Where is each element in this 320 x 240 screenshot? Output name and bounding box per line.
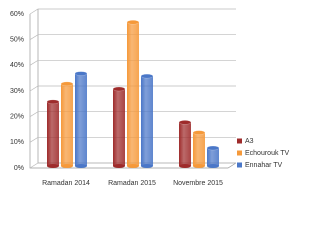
bar-shade — [193, 132, 205, 166]
y-tick-label: 50% — [10, 37, 24, 44]
legend-swatch — [237, 150, 242, 156]
bar-top — [192, 130, 206, 135]
bar-top — [46, 99, 60, 105]
bar-shade — [141, 76, 153, 166]
x-tick-label: Ramadan 2014 — [42, 180, 90, 187]
bar-top — [206, 145, 220, 151]
grid-line — [29, 8, 236, 15]
bar-shade — [113, 89, 125, 166]
bar-top — [126, 20, 140, 25]
legend-swatch — [237, 162, 242, 168]
y-tick-label: 10% — [10, 139, 24, 146]
grid-line — [29, 34, 236, 40]
grid-line — [29, 85, 236, 92]
bar-shade — [179, 122, 191, 166]
bar-top — [74, 71, 88, 76]
legend-swatch — [237, 138, 242, 144]
bar-shade — [127, 22, 139, 167]
bar-shade — [47, 101, 59, 166]
bar-top — [178, 120, 192, 125]
grid-line — [29, 162, 236, 169]
y-tick-label: 0% — [14, 165, 24, 172]
bar-top — [112, 86, 126, 92]
bar-shade — [207, 148, 219, 166]
y-tick-label: 30% — [10, 88, 24, 95]
bar-shade — [75, 73, 87, 166]
grid-line — [29, 136, 236, 143]
x-tick-label: Ramadan 2015 — [108, 180, 156, 187]
bar-top — [140, 73, 154, 79]
y-tick-label: 20% — [10, 114, 24, 121]
y-tick-label: 60% — [10, 11, 24, 18]
legend-label: Ennahar TV — [245, 162, 283, 169]
y-tick-label: 40% — [10, 62, 24, 69]
legend-label: A3 — [245, 138, 254, 145]
x-tick-label: Novembre 2015 — [173, 180, 223, 187]
grid-line — [29, 59, 236, 66]
legend-label: Echourouk TV — [245, 150, 290, 157]
bar-shade — [61, 83, 73, 166]
chart: 0% 10% 20% 30% 40% 50% 60% Ramadan 2014 Ramadan … — [10, 8, 290, 187]
bar-top — [60, 81, 74, 87]
grid-line — [29, 111, 236, 117]
